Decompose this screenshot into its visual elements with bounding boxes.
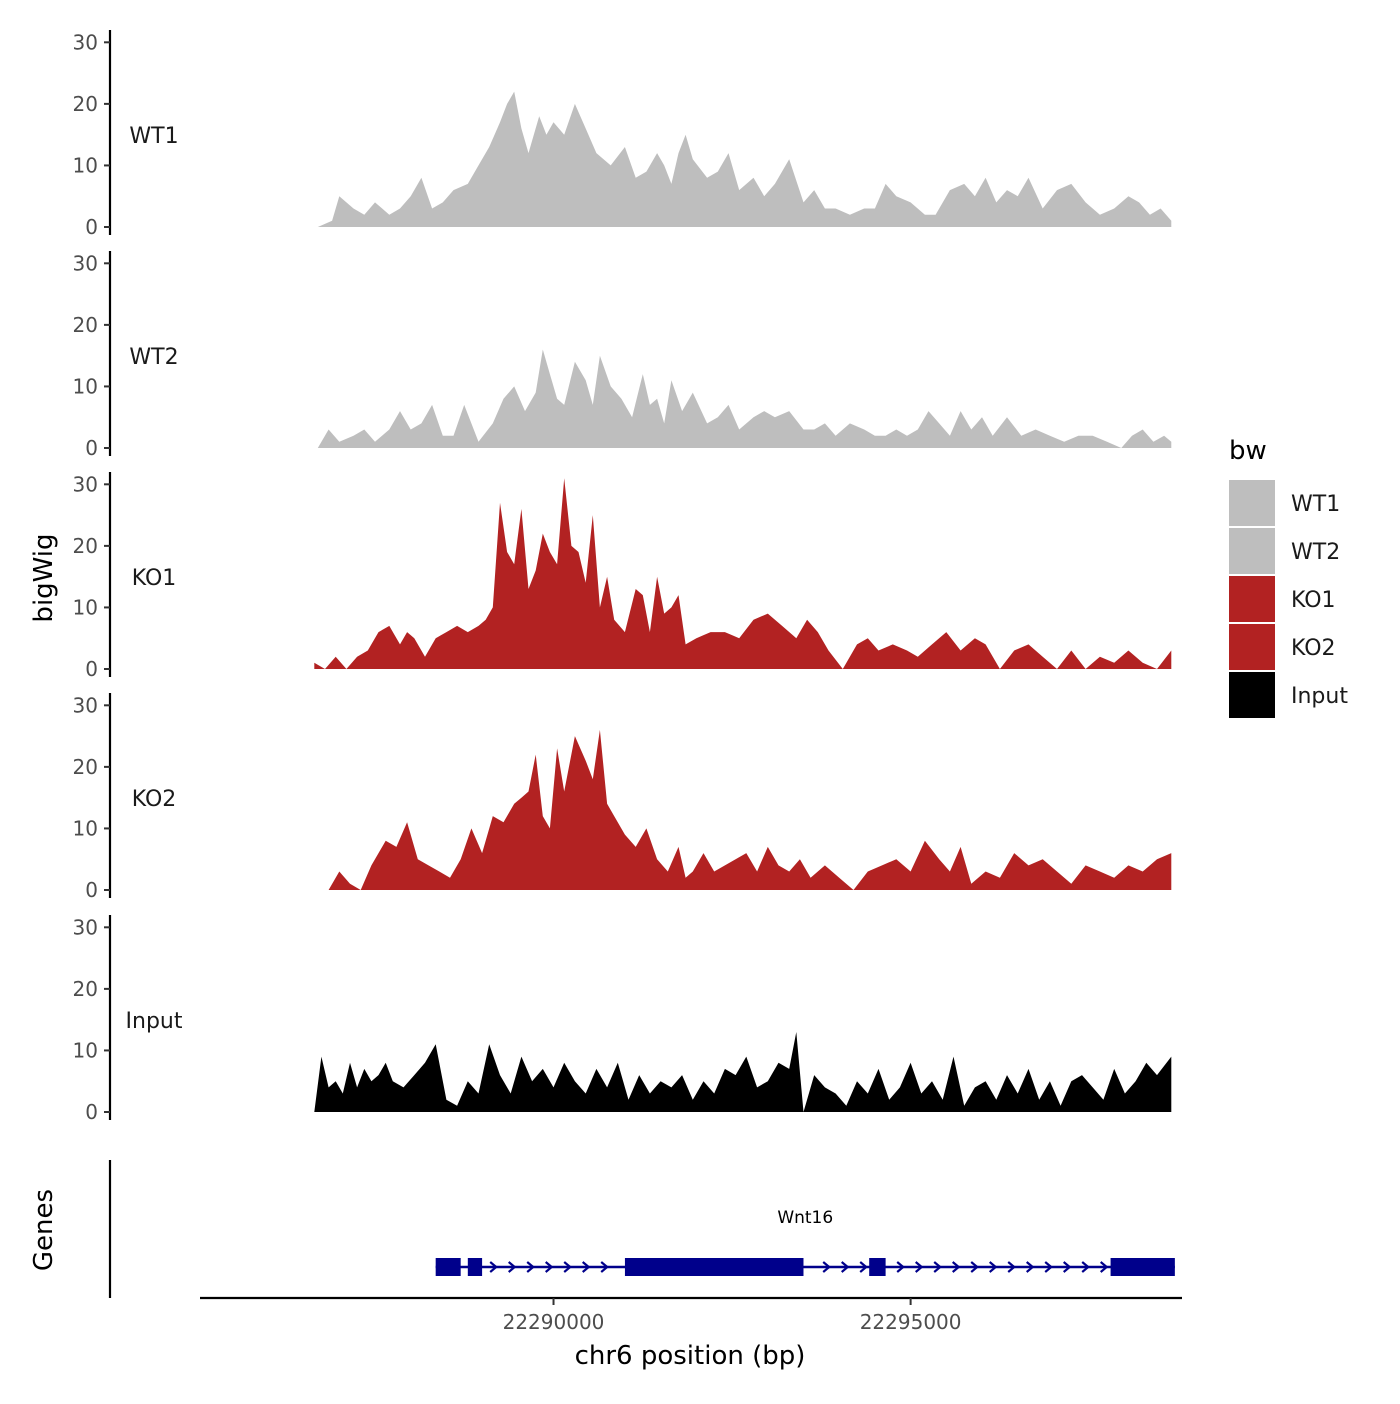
legend-swatch xyxy=(1229,624,1275,670)
legend-title: bw xyxy=(1229,436,1267,466)
x-axis: 22290000 22295000 xyxy=(200,1296,1182,1334)
gene-exon xyxy=(1110,1258,1175,1276)
gene-exon xyxy=(435,1258,461,1276)
track-panel-ko1: 0 10 20 30 KO1 xyxy=(73,472,1172,681)
gene-name-label: Wnt16 xyxy=(777,1208,833,1228)
track-panel-input: 0 10 20 30 Input xyxy=(73,915,1172,1124)
track-label: WT1 xyxy=(129,124,178,149)
strand-chevron xyxy=(1062,1261,1072,1273)
strand-chevron xyxy=(859,1261,868,1273)
y-tick-label: 30 xyxy=(73,251,98,275)
strand-chevron xyxy=(563,1261,572,1273)
legend-label: WT2 xyxy=(1291,540,1340,565)
y-tick-label: 0 xyxy=(85,1100,98,1124)
y-tick-label: 30 xyxy=(73,472,98,496)
strand-chevron xyxy=(988,1261,998,1273)
strand-chevron xyxy=(822,1261,831,1273)
gene-exon xyxy=(869,1258,886,1276)
y-tick-label: 30 xyxy=(73,915,98,939)
y-tick-label: 0 xyxy=(85,657,98,681)
y-tick-label: 30 xyxy=(73,30,98,54)
strand-chevron xyxy=(526,1261,535,1273)
track-label: KO2 xyxy=(132,787,177,812)
legend-label: Input xyxy=(1291,684,1348,709)
x-axis-label: chr6 position (bp) xyxy=(575,1341,806,1371)
y-tick-label: 10 xyxy=(73,153,98,177)
y-tick-label: 10 xyxy=(73,595,98,619)
strand-chevron xyxy=(896,1261,905,1273)
x-tick-label: 22295000 xyxy=(860,1310,962,1334)
strand-chevron xyxy=(914,1261,924,1273)
legend-swatch xyxy=(1229,672,1275,718)
tracks-layer: 0 10 20 30 WT1 0 10 20 30 WT2 0 10 20 30 KO1 0 10 20 30 KO2… xyxy=(73,30,1172,1124)
legend: bw WT1 WT2 KO1 KO2 Input xyxy=(1229,436,1348,718)
track-area-ko1 xyxy=(314,478,1172,669)
strand-chevron xyxy=(581,1261,591,1273)
strand-chevron xyxy=(1044,1261,1053,1273)
strand-chevron xyxy=(544,1261,554,1273)
y-tick-label: 20 xyxy=(73,977,98,1001)
strand-chevron xyxy=(1099,1261,1109,1273)
strand-chevron xyxy=(1081,1261,1090,1273)
strand-chevron xyxy=(507,1261,517,1273)
y-tick-label: 30 xyxy=(73,693,98,717)
track-label: Input xyxy=(126,1009,183,1034)
y-tick-label: 0 xyxy=(85,878,98,902)
strand-chevron xyxy=(951,1261,961,1273)
strand-chevron xyxy=(1025,1261,1035,1273)
legend-label: WT1 xyxy=(1291,492,1340,517)
legend-swatch xyxy=(1229,528,1275,574)
track-panel-wt2: 0 10 20 30 WT2 xyxy=(73,251,1172,460)
strand-chevron xyxy=(1007,1261,1016,1273)
strand-chevron xyxy=(840,1261,850,1273)
y-axis-label: bigWig xyxy=(29,533,59,622)
track-label: WT2 xyxy=(129,345,178,370)
genes-axis-label: Genes xyxy=(29,1189,59,1271)
x-tick-label: 22290000 xyxy=(503,1310,605,1334)
strand-chevron xyxy=(489,1261,498,1273)
legend-swatch xyxy=(1229,576,1275,622)
strand-chevron xyxy=(970,1261,979,1273)
y-tick-label: 10 xyxy=(73,816,98,840)
y-tick-label: 20 xyxy=(73,313,98,337)
legend-swatch xyxy=(1229,480,1275,526)
track-area-wt1 xyxy=(317,91,1172,227)
y-tick-label: 10 xyxy=(73,374,98,398)
strand-chevron xyxy=(933,1261,942,1273)
y-tick-label: 0 xyxy=(85,436,98,460)
y-tick-label: 0 xyxy=(85,215,98,239)
track-panel-ko2: 0 10 20 30 KO2 xyxy=(73,693,1172,902)
track-area-wt2 xyxy=(317,349,1172,448)
gene-exon xyxy=(624,1258,804,1276)
strand-chevron xyxy=(600,1261,609,1273)
y-tick-label: 20 xyxy=(73,755,98,779)
track-area-input xyxy=(314,1032,1172,1112)
gene-exon xyxy=(467,1258,483,1276)
track-label: KO1 xyxy=(132,566,177,591)
gene-track: Wnt16 xyxy=(108,1160,1175,1298)
y-tick-label: 20 xyxy=(73,92,98,116)
y-tick-label: 10 xyxy=(73,1038,98,1062)
track-panel-wt1: 0 10 20 30 WT1 xyxy=(73,30,1172,239)
track-area-ko2 xyxy=(328,729,1172,890)
legend-label: KO1 xyxy=(1291,588,1336,613)
legend-label: KO2 xyxy=(1291,636,1336,661)
y-tick-label: 20 xyxy=(73,534,98,558)
